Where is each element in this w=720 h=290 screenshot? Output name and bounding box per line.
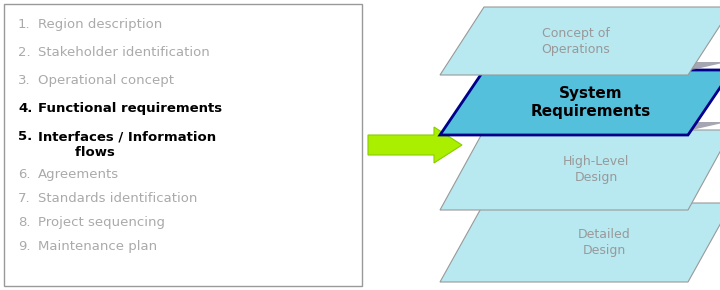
Text: Interfaces / Information
        flows: Interfaces / Information flows	[38, 130, 216, 159]
Polygon shape	[440, 130, 720, 210]
Text: Detailed
Design: Detailed Design	[577, 228, 631, 257]
Polygon shape	[445, 122, 720, 132]
FancyBboxPatch shape	[4, 4, 362, 286]
Text: 7.: 7.	[18, 192, 31, 205]
Text: 1.: 1.	[18, 18, 31, 31]
Polygon shape	[445, 62, 720, 72]
Text: Project sequencing: Project sequencing	[38, 216, 165, 229]
Text: 5.: 5.	[18, 130, 32, 143]
Polygon shape	[440, 7, 720, 75]
Text: Concept of
Operations: Concept of Operations	[541, 26, 611, 55]
Text: Region description: Region description	[38, 18, 162, 31]
Text: Functional requirements: Functional requirements	[38, 102, 222, 115]
Text: 2.: 2.	[18, 46, 31, 59]
Text: Agreements: Agreements	[38, 168, 119, 181]
Text: 9.: 9.	[18, 240, 30, 253]
Text: 4.: 4.	[18, 102, 32, 115]
Polygon shape	[368, 127, 462, 163]
Text: System
Requirements: System Requirements	[531, 86, 651, 119]
Text: Maintenance plan: Maintenance plan	[38, 240, 157, 253]
Text: High-Level
Design: High-Level Design	[563, 155, 629, 184]
Text: 6.: 6.	[18, 168, 30, 181]
Polygon shape	[440, 70, 720, 135]
Text: Standards identification: Standards identification	[38, 192, 197, 205]
Text: 3.: 3.	[18, 74, 31, 87]
Text: Operational concept: Operational concept	[38, 74, 174, 87]
Polygon shape	[440, 203, 720, 282]
Text: 8.: 8.	[18, 216, 30, 229]
Text: Stakeholder identification: Stakeholder identification	[38, 46, 210, 59]
